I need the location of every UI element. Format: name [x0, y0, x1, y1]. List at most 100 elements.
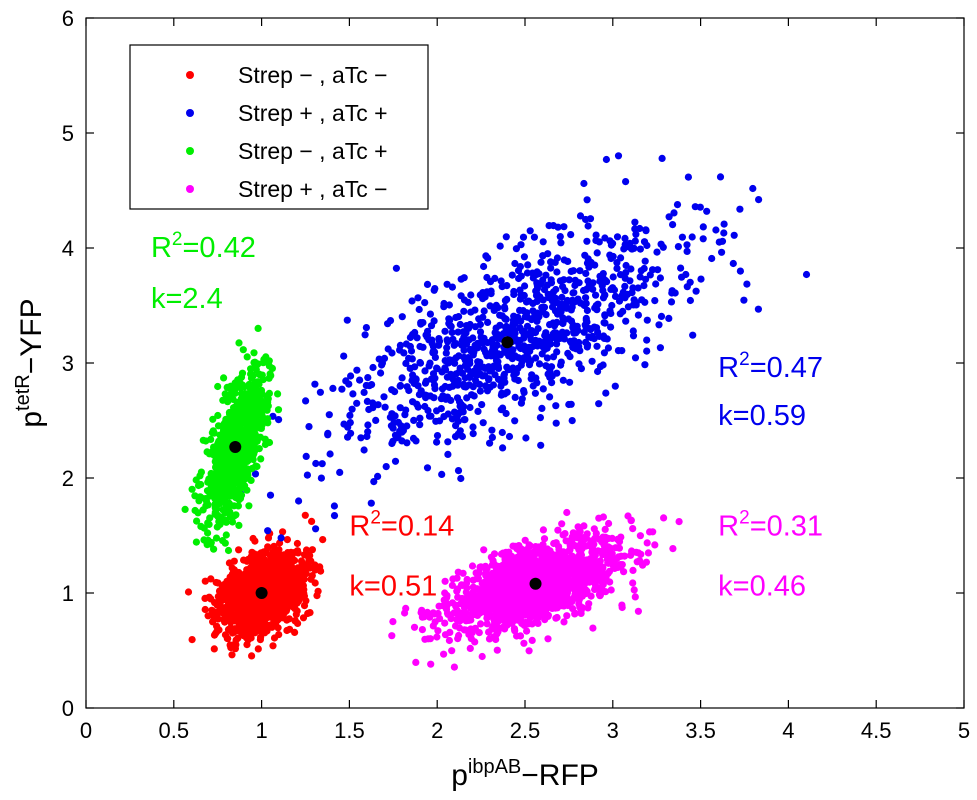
- data-point: [493, 646, 501, 654]
- y-axis-label-rest: −YFP: [15, 298, 48, 374]
- data-point: [240, 443, 248, 451]
- data-point: [193, 517, 201, 525]
- mean-markers-layer: [229, 336, 542, 599]
- data-point: [199, 506, 207, 514]
- data-point: [476, 320, 484, 329]
- series-points: [388, 508, 683, 671]
- data-point: [575, 360, 583, 368]
- data-point: [212, 534, 221, 542]
- data-point: [427, 412, 435, 420]
- data-point: [488, 426, 496, 434]
- data-point: [510, 287, 518, 296]
- data-point: [628, 289, 636, 297]
- data-point: [472, 569, 480, 577]
- data-point: [487, 290, 495, 298]
- data-point: [614, 152, 623, 160]
- data-point: [691, 203, 699, 211]
- data-point: [484, 583, 492, 592]
- data-point: [464, 596, 472, 605]
- data-point: [436, 615, 444, 623]
- data-point: [441, 631, 450, 639]
- data-point: [512, 566, 520, 574]
- data-point: [563, 589, 571, 597]
- data-point: [493, 593, 501, 601]
- data-point: [442, 349, 450, 357]
- data-point: [330, 511, 339, 520]
- data-point: [416, 414, 424, 422]
- data-point: [567, 231, 575, 239]
- data-point: [492, 564, 500, 573]
- data-point: [568, 417, 576, 425]
- data-point: [636, 557, 644, 565]
- data-point: [206, 514, 214, 522]
- k-annotation: k=0.59: [718, 400, 806, 432]
- data-point: [241, 570, 249, 578]
- data-point: [418, 626, 426, 634]
- data-point: [511, 417, 519, 425]
- x-tick-label: 0.5: [159, 718, 190, 743]
- data-point: [201, 605, 209, 614]
- data-point: [549, 297, 557, 305]
- data-point: [226, 410, 234, 418]
- data-point: [570, 337, 578, 345]
- data-point: [526, 553, 534, 561]
- data-point: [712, 226, 720, 234]
- data-point: [235, 584, 243, 592]
- data-point: [253, 378, 261, 386]
- data-point: [369, 399, 377, 407]
- data-point: [342, 377, 350, 385]
- data-point: [274, 390, 282, 398]
- data-point: [551, 307, 560, 315]
- data-point: [476, 358, 484, 366]
- data-point: [601, 291, 609, 299]
- data-point: [534, 325, 542, 333]
- data-point: [430, 317, 438, 325]
- data-point: [524, 354, 532, 362]
- data-point: [347, 372, 355, 380]
- data-point: [472, 377, 480, 385]
- data-point: [488, 625, 496, 633]
- data-point: [491, 274, 499, 282]
- data-point: [286, 564, 294, 573]
- data-point: [220, 374, 228, 382]
- data-point: [674, 243, 683, 251]
- data-point: [621, 282, 629, 290]
- data-point: [212, 578, 220, 587]
- data-point: [665, 213, 673, 221]
- data-point: [222, 457, 230, 465]
- data-point: [497, 391, 505, 399]
- x-tick-label: 4: [782, 718, 794, 743]
- data-point: [483, 273, 491, 282]
- data-point: [494, 375, 503, 383]
- data-point: [570, 289, 578, 297]
- data-point: [539, 526, 548, 534]
- data-point: [414, 403, 422, 411]
- data-point: [460, 274, 468, 282]
- data-point: [287, 548, 295, 556]
- data-point: [278, 553, 286, 562]
- data-point: [669, 221, 677, 229]
- data-point: [460, 346, 468, 354]
- data-point: [586, 215, 595, 223]
- data-point: [441, 619, 449, 627]
- data-point: [249, 578, 257, 586]
- data-point: [607, 323, 615, 331]
- data-point: [243, 486, 251, 494]
- data-point: [673, 201, 682, 209]
- data-point: [542, 334, 550, 342]
- data-point: [377, 369, 385, 377]
- data-point: [444, 438, 452, 446]
- data-point: [537, 280, 545, 288]
- data-point: [497, 277, 505, 285]
- data-point: [596, 573, 605, 581]
- data-point: [561, 530, 569, 538]
- x-axis-label-rest: −RFP: [521, 759, 599, 792]
- data-point: [245, 502, 253, 510]
- data-point: [197, 522, 205, 531]
- data-point: [629, 332, 638, 340]
- data-point: [374, 401, 382, 409]
- data-point: [249, 371, 257, 380]
- data-point: [652, 280, 660, 288]
- data-point: [209, 451, 217, 459]
- data-point: [246, 392, 254, 401]
